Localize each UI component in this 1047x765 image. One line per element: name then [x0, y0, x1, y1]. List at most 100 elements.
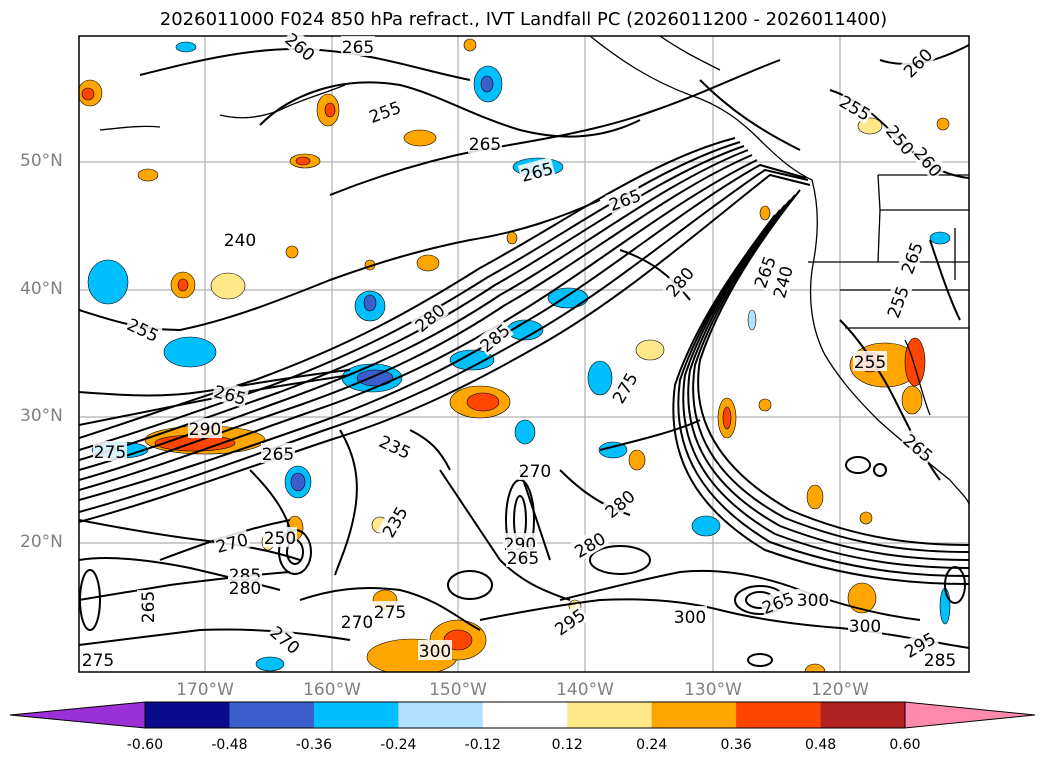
contour-label: 255 [367, 98, 404, 128]
contour-label: 300 [797, 591, 829, 611]
map-title: 2026011000 F024 850 hPa refract., IVT La… [159, 9, 888, 30]
contour-label: 265 [898, 240, 928, 277]
contour-label: 270 [341, 613, 373, 633]
contour-label-bg [266, 620, 306, 658]
colorbar-segment [145, 702, 230, 728]
colorbar-segment [820, 702, 906, 728]
lon-label-130w: 130°W [684, 680, 742, 700]
contour-label-bg [517, 156, 556, 186]
contour-label-bg [767, 262, 797, 301]
contour-label-bg [848, 615, 882, 635]
contour-label: 265 [507, 549, 539, 569]
contour-label: 290 [189, 420, 221, 440]
contour-label-bg [263, 527, 297, 547]
contour-label-bg [923, 649, 957, 669]
contour-labels: 260 2652552652652652602552502602552652652… [81, 27, 957, 671]
contour-label-bg [261, 443, 295, 463]
contour-label-bg [506, 547, 540, 567]
colorbar-tick-label: -0.48 [211, 737, 248, 753]
plot-frame [78, 35, 970, 673]
contour-label-bg [882, 119, 920, 159]
colorbar-segment [229, 702, 315, 728]
contour-label: 300 [419, 642, 451, 662]
colorbar-tick-label: 0.36 [720, 737, 752, 753]
contour-label-bg [418, 640, 452, 660]
contour-label: 285 [924, 651, 956, 671]
contour-label: 275 [609, 369, 643, 407]
colorbar-tick-label: -0.12 [464, 737, 501, 753]
contour-label-bg [376, 501, 412, 542]
contour-label-bg [899, 428, 939, 466]
contour-label: 275 [374, 603, 406, 623]
contour-label-bg [340, 611, 374, 631]
contour-label: 265 [342, 38, 374, 58]
colorbar-tick-label: 0.12 [551, 737, 583, 753]
contour-label-bg [137, 590, 157, 624]
colorbar-segment [736, 702, 822, 728]
contour-label: 265 [139, 591, 159, 623]
contour-label: 240 [224, 231, 256, 251]
contour-label-bg [518, 460, 552, 480]
contour-label: 270 [214, 530, 251, 558]
lon-label-160w: 160°W [303, 680, 361, 700]
contour-label-bg [365, 95, 405, 127]
colorbar-tick-label: -0.24 [380, 737, 417, 753]
colorbar-tick-label: -0.36 [295, 737, 332, 753]
contour-label: 275 [94, 443, 126, 463]
contour-label-bg [758, 586, 798, 618]
contour-label-bg [835, 89, 876, 125]
contour-label-bg [606, 367, 642, 408]
contour-label-bg [853, 351, 887, 371]
contour-label: 255 [854, 353, 886, 373]
contour-label-bg [228, 577, 262, 597]
colorbar-segment [313, 702, 399, 728]
lat-label-20n: 20°N [20, 532, 63, 552]
contour-label: 280 [229, 579, 261, 599]
colorbar-tick-label: -0.60 [126, 737, 164, 753]
contour-label: 295 [552, 605, 590, 640]
colorbar-segment [567, 702, 653, 728]
contour-label: 255 [884, 284, 914, 321]
lat-label-50n: 50°N [20, 151, 63, 171]
contour-label-bg [895, 238, 927, 278]
contour-label-bg [212, 527, 251, 557]
contour-label-bg [81, 649, 115, 669]
colorbar [9, 701, 1036, 729]
colorbar-tick-label: 0.60 [889, 737, 921, 753]
closed-contours [79, 456, 966, 667]
contour-label-bg [599, 484, 639, 522]
contour-label-bg [898, 43, 937, 82]
contour-label: 265 [262, 445, 294, 465]
contour-label: 300 [849, 617, 881, 637]
contour-label: 260 [280, 30, 318, 66]
contour-label-bg [93, 441, 127, 461]
lat-label-40n: 40°N [20, 279, 63, 299]
contour-label-bg [549, 603, 590, 640]
lon-label-120w: 120°W [811, 680, 869, 700]
lon-label-150w: 150°W [429, 680, 487, 700]
map-panel: 260 2652552652652652602552502602552652652… [78, 27, 970, 673]
contour-label: 265 [469, 135, 501, 155]
colorbar-segment [482, 702, 568, 728]
contour-label-bg [660, 261, 698, 301]
contour-label-bg [910, 141, 948, 181]
colorbar-extend-high [905, 702, 1035, 728]
contour-label: 235 [379, 503, 413, 541]
contour-label: 270 [519, 462, 551, 482]
contour-label: 260 [900, 45, 937, 82]
contour-label: 250 [264, 529, 296, 549]
contour-label-bg [748, 252, 780, 292]
colorbar-tick-label: 0.48 [804, 737, 837, 753]
contour-label: 280 [663, 264, 699, 302]
contour-label: 270 [265, 623, 303, 659]
contour-label-bg [605, 183, 645, 215]
lon-label-140w: 140°W [556, 680, 614, 700]
contour-label-bg [211, 379, 250, 409]
contour-label: 275 [82, 651, 114, 671]
lon-label-170w: 170°W [176, 680, 234, 700]
contour-label-bg [281, 27, 321, 65]
colorbar-extend-low [10, 702, 145, 728]
contour-label: 265 [898, 431, 936, 467]
contour-label-bg [474, 318, 514, 356]
contour-label-bg [409, 298, 449, 336]
